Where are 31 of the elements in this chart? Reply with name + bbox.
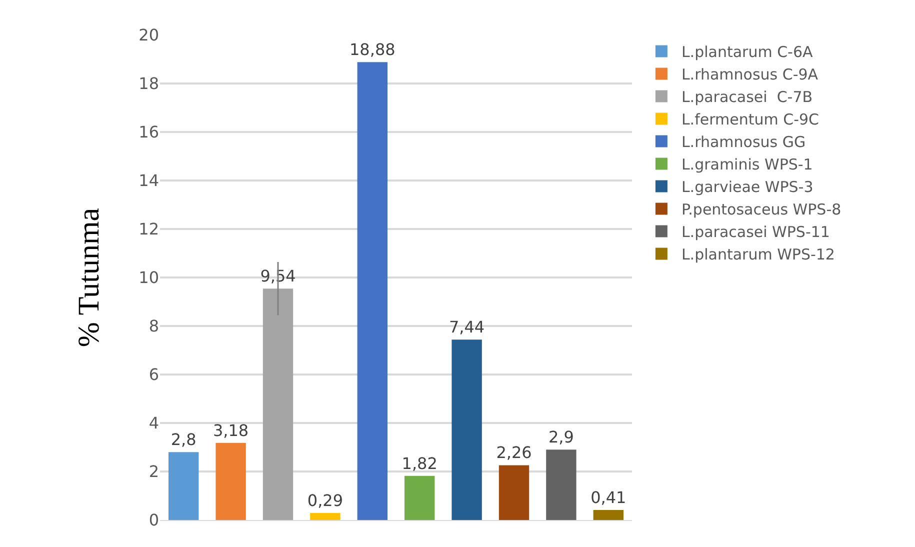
data-label: 7,44 [448,318,485,337]
y-tick-label: 8 [148,316,159,336]
y-tick-label: 6 [148,365,159,384]
legend-label: L.fermentum C-9C [681,110,820,129]
data-label: 2,26 [496,443,532,462]
data-label: 2,9 [548,428,574,447]
y-tick-label: 14 [138,171,159,190]
data-label: 3,18 [212,420,249,440]
y-tick-label: 16 [138,122,159,142]
legend-label: L.paracasei C-7B [681,88,813,106]
legend-label: L.garvieae WPS-3 [681,178,814,196]
data-label: 18,88 [349,40,396,60]
legend-label: L.plantarum WPS-12 [681,246,835,264]
y-tick-label: 2 [148,462,159,482]
data-label: 0,29 [307,490,344,510]
legend-label: P.pentosaceus WPS-8 [681,200,842,219]
y-tick-label: 18 [138,74,159,94]
y-tick-label: 20 [138,26,159,45]
data-label: 0,41 [590,488,626,508]
data-label: 2,8 [170,430,196,450]
legend-label: L.rhamnosus C-9A [681,66,819,84]
y-tick-label: 12 [138,220,159,239]
y-axis-title: % Tutunma [72,208,106,348]
legend-label: L.paracasei WPS-11 [681,223,830,242]
legend-label: L.plantarum C-6A [681,43,814,62]
legend-label: L.graminis WPS-1 [681,156,813,174]
data-label: 1,82 [402,454,438,473]
y-tick-label: 0 [148,510,159,530]
y-tick-label: 10 [138,268,159,288]
legend-label: L.rhamnosus GG [681,133,806,152]
y-tick-label: 4 [148,414,159,433]
